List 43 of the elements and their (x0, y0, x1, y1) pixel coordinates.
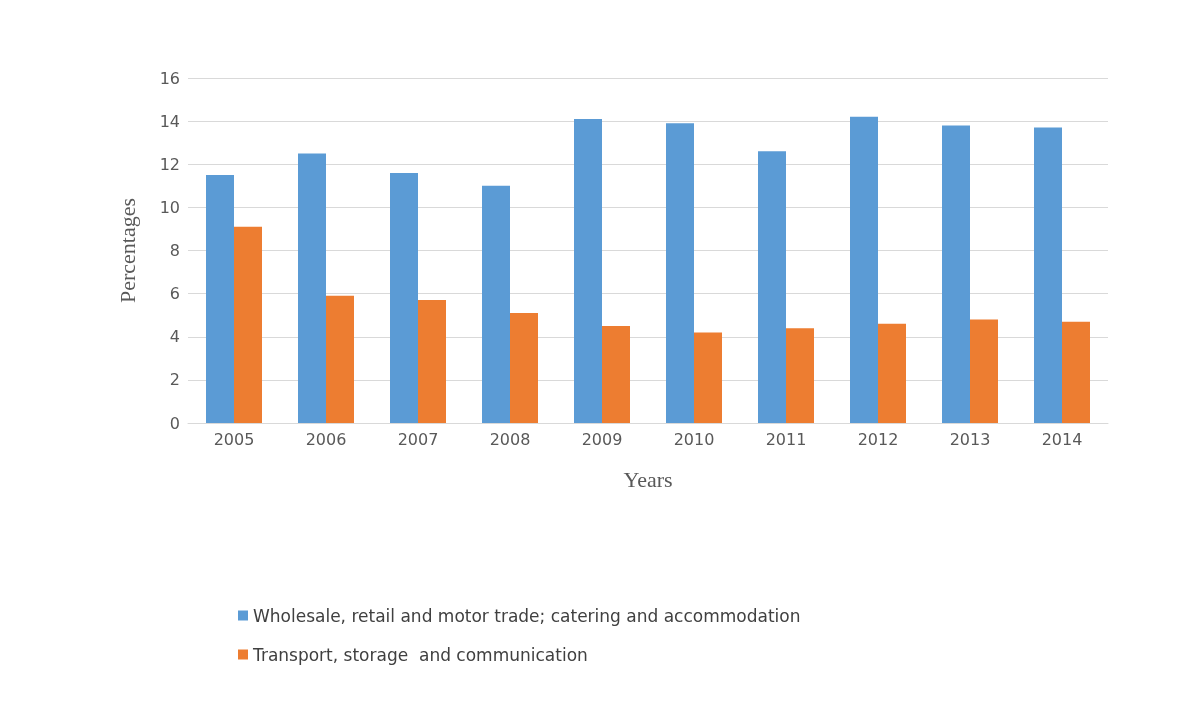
y-axis-title: Percentages (114, 197, 140, 304)
bar (390, 172, 418, 423)
legend-label: Transport, storage and communication (252, 644, 588, 665)
y-tick-label: 8 (169, 241, 180, 260)
bar (942, 125, 970, 423)
y-tick-label: 2 (169, 370, 180, 390)
x-tick-label: 2005 (213, 429, 255, 449)
bar (786, 328, 814, 423)
bar (602, 325, 630, 423)
y-tick-label: 6 (169, 284, 180, 304)
bar (694, 332, 722, 423)
bar (482, 185, 510, 423)
bar (1034, 127, 1062, 423)
x-tick-label: 2009 (581, 429, 623, 449)
x-tick-label: 2014 (1041, 429, 1083, 449)
bar (1062, 321, 1090, 423)
bar (206, 175, 234, 423)
bar (574, 118, 602, 423)
bar (234, 226, 262, 423)
y-tick-label: 16 (159, 68, 180, 88)
bar (418, 300, 446, 423)
x-tick-label: 2013 (949, 429, 991, 449)
legend-label: Wholesale, retail and motor trade; catering and accommodation (253, 605, 801, 626)
bar (850, 116, 878, 423)
y-tick-label: 12 (159, 154, 180, 174)
x-tick-label: 2011 (765, 429, 807, 449)
bar (758, 151, 786, 423)
x-tick-label: 2010 (673, 429, 715, 449)
y-tick-label: 10 (159, 197, 180, 217)
x-tick-label: 2006 (305, 429, 347, 449)
bar (298, 153, 326, 423)
x-axis-title: Years (623, 466, 673, 492)
bar (666, 123, 694, 423)
x-tick-label: 2012 (857, 429, 899, 449)
bar (878, 323, 906, 423)
x-tick-label: 2008 (489, 429, 531, 449)
bar (326, 295, 354, 423)
bar (970, 319, 998, 423)
y-tick-label: 0 (169, 413, 180, 433)
bar (510, 313, 538, 423)
x-tick-label: 2007 (397, 429, 439, 449)
y-tick-label: 14 (159, 111, 180, 131)
y-tick-label: 4 (169, 327, 180, 347)
